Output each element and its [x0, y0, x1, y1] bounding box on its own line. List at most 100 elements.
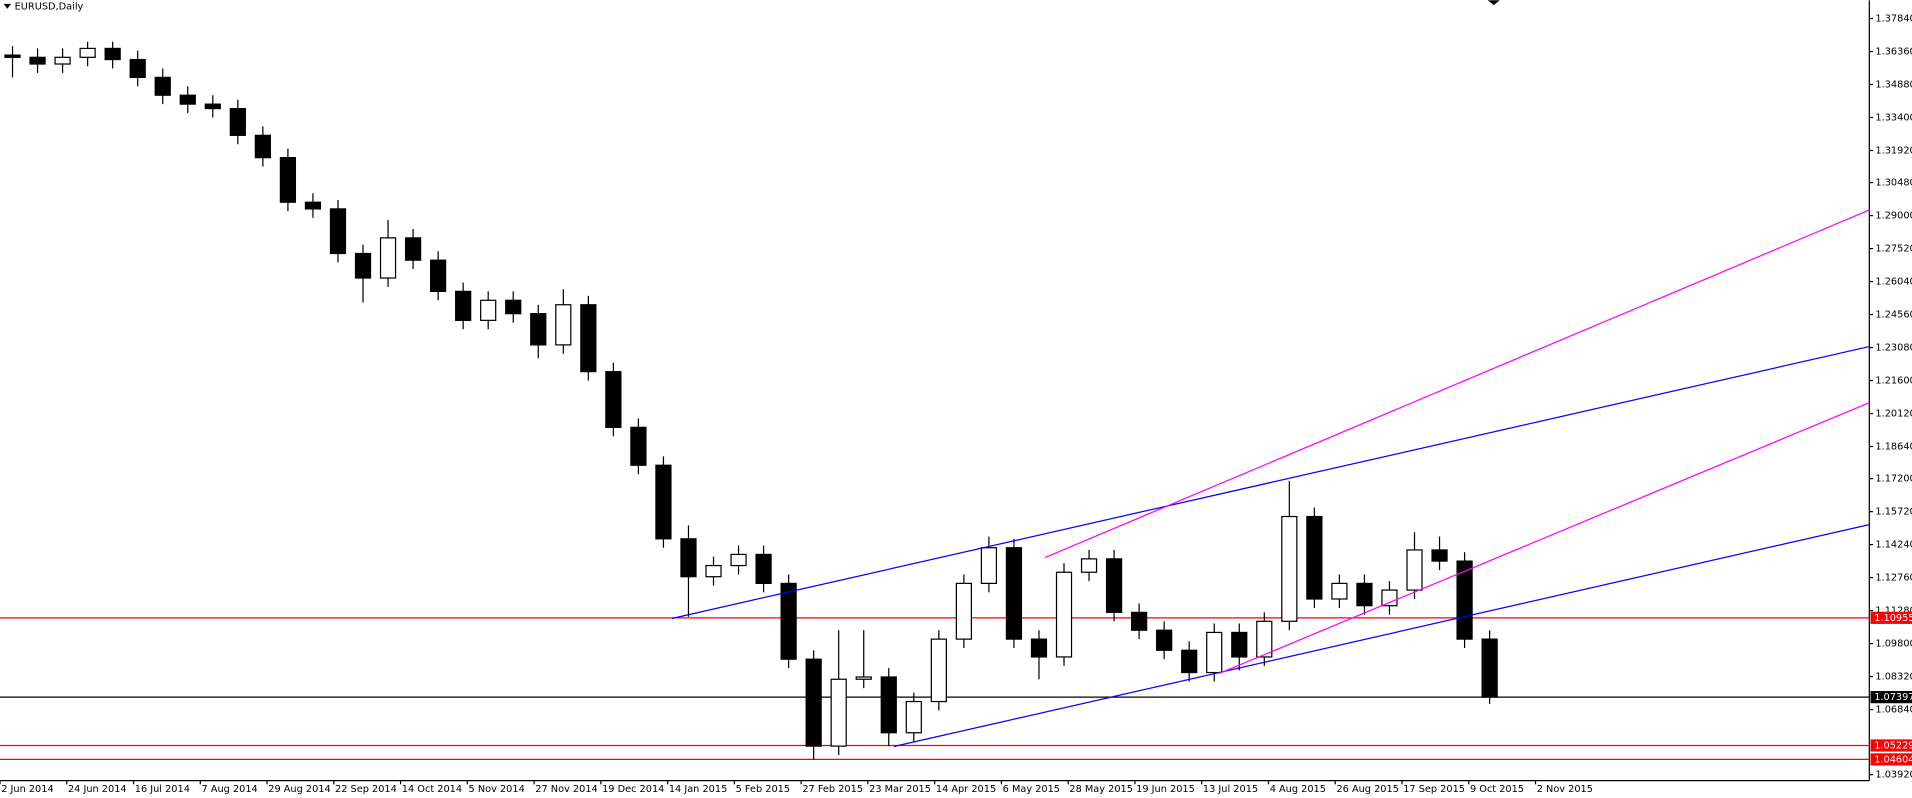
candle-body — [1306, 515, 1323, 600]
candle — [129, 50, 146, 87]
candle — [104, 41, 121, 69]
candle-body — [204, 103, 221, 110]
candle-body — [254, 134, 271, 159]
candle-body — [1130, 611, 1148, 631]
candle-body — [404, 237, 422, 261]
y-tick-label: 1.36360 — [1875, 47, 1912, 58]
candle — [329, 199, 347, 263]
candle — [780, 574, 797, 669]
x-tick-label: 5 Nov 2014 — [469, 784, 525, 795]
candle — [1105, 549, 1123, 622]
candle-body — [1331, 582, 1348, 600]
candle — [980, 536, 998, 593]
y-tick-label: 1.09800 — [1875, 639, 1912, 650]
candle-body — [279, 157, 297, 203]
x-tick-label: 16 Jul 2014 — [135, 784, 190, 795]
y-tick-label: 1.08320 — [1875, 672, 1912, 683]
x-tick-label: 5 Feb 2015 — [736, 784, 790, 795]
marker — [1487, 0, 1500, 6]
candle — [655, 456, 672, 548]
candle — [705, 556, 722, 586]
candle-body — [1256, 620, 1273, 658]
candle-body — [54, 56, 71, 65]
candle — [1356, 574, 1373, 615]
candle-body — [880, 676, 897, 734]
candle-body — [1231, 631, 1248, 658]
candle — [880, 668, 897, 747]
y-tick-label: 1.06840 — [1875, 705, 1912, 716]
candle-body — [505, 299, 522, 315]
x-tick-label: 17 Sep 2015 — [1403, 784, 1465, 795]
candle-body — [1456, 560, 1473, 640]
x-tick-label: 22 Sep 2014 — [335, 784, 397, 795]
candle — [555, 289, 572, 354]
x-tick-label: 14 Apr 2015 — [936, 784, 996, 795]
candle-body — [630, 426, 647, 466]
candle-body — [1156, 629, 1173, 651]
candle — [254, 126, 271, 167]
candle-body — [805, 658, 822, 747]
candle — [580, 295, 597, 381]
candle — [680, 525, 697, 617]
candle — [1481, 630, 1498, 704]
candle-body — [1206, 631, 1223, 674]
candle — [505, 291, 522, 323]
x-tick-label: 14 Jan 2015 — [669, 784, 727, 795]
x-tick-label: 24 Jun 2014 — [68, 784, 127, 795]
x-tick-label: 7 Aug 2014 — [202, 784, 258, 795]
y-tick-label: 1.30480 — [1875, 178, 1912, 189]
y-tick-label: 1.17200 — [1875, 474, 1912, 485]
candle — [1281, 480, 1298, 631]
candle — [404, 228, 422, 270]
candle-body — [580, 304, 597, 373]
y-tick-label: 1.31920 — [1875, 146, 1912, 157]
axes: 1.37840 1.36360 1.34880 1.33400 1.31920 1.304… — [0, 14, 1912, 795]
candle-body — [1105, 558, 1123, 613]
candle-body — [104, 47, 121, 61]
candle — [279, 148, 297, 212]
candle-body — [1481, 638, 1498, 698]
candle — [930, 630, 947, 711]
candle-body — [29, 56, 46, 65]
candle — [379, 220, 397, 287]
candle — [1055, 563, 1073, 666]
candle — [4, 46, 21, 78]
candle — [204, 95, 221, 118]
candle-body — [154, 76, 171, 96]
candle-body — [780, 582, 797, 660]
y-tick-label: 1.24560 — [1875, 310, 1912, 321]
y-tick-label: 1.34880 — [1875, 80, 1912, 91]
candle — [1256, 612, 1273, 666]
candle-body — [1381, 589, 1398, 607]
candle-body — [480, 299, 497, 321]
y-tick-label: 1.27520 — [1875, 244, 1912, 255]
x-tick-label: 27 Nov 2014 — [535, 784, 597, 795]
candle — [1456, 552, 1473, 649]
candle — [1005, 538, 1023, 649]
candle-body — [1431, 549, 1448, 562]
candle-body — [304, 201, 322, 210]
price-level-box — [1870, 691, 1912, 704]
candle-body — [1406, 549, 1423, 591]
candle-body — [179, 94, 196, 105]
candle-body — [229, 107, 246, 136]
x-tick-label: 14 Oct 2014 — [402, 784, 462, 795]
candle-body — [1030, 638, 1048, 658]
trendline — [671, 345, 1870, 620]
x-tick-label: 2 Nov 2015 — [1537, 784, 1593, 795]
trendline — [893, 524, 1870, 748]
candle — [179, 86, 196, 114]
candle-body — [830, 678, 847, 747]
price-level-label: 1.05229 — [1874, 740, 1912, 751]
y-tick-label: 1.26040 — [1875, 277, 1912, 288]
y-tick-label: 1.33400 — [1875, 113, 1912, 124]
x-tick-label: 4 Aug 2015 — [1270, 784, 1326, 795]
x-tick-label: 19 Jun 2015 — [1136, 784, 1195, 795]
candle-body — [4, 54, 21, 58]
trendlines — [671, 209, 1870, 748]
candle-body — [379, 237, 397, 279]
candle-body — [1080, 558, 1098, 573]
menu-arrow[interactable] — [3, 3, 11, 9]
candle-body — [329, 208, 347, 255]
candle — [805, 650, 822, 760]
